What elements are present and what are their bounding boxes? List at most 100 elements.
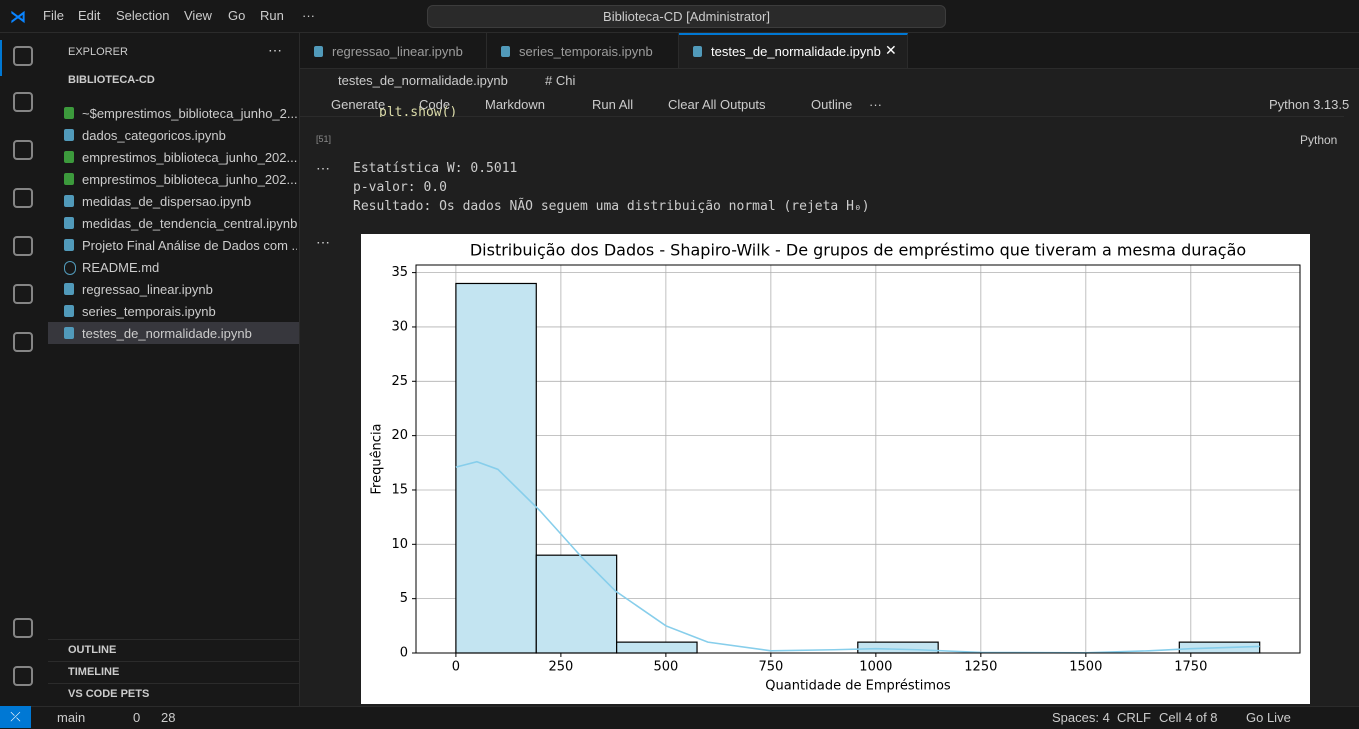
breadcrumb-item[interactable]: testes_de_normalidade.ipynb xyxy=(338,73,508,88)
file-icon xyxy=(64,327,74,339)
status-item[interactable]: CRLF xyxy=(1117,710,1151,725)
activity-icon[interactable] xyxy=(13,188,33,208)
menu-item[interactable]: Go xyxy=(228,8,246,23)
close-button[interactable]: ✕ xyxy=(885,42,897,58)
toolbar-button[interactable]: Markdown xyxy=(485,97,545,112)
file-name[interactable]: dados_categoricos.ipynb xyxy=(82,128,226,143)
y-tick-label: 30 xyxy=(391,319,408,334)
file-name[interactable]: testes_de_normalidade.ipynb xyxy=(82,326,252,341)
section-header[interactable]: VS CODE PETS xyxy=(68,688,150,700)
activity-icon[interactable] xyxy=(13,332,33,352)
tab-icon xyxy=(693,46,702,57)
error-count[interactable]: 0 xyxy=(133,710,141,725)
file-icon xyxy=(64,305,74,317)
kernel-picker[interactable]: Python 3.13.5 xyxy=(1269,97,1350,112)
breadcrumb-item[interactable]: # Chi xyxy=(545,73,576,88)
warning-count[interactable]: 28 xyxy=(161,710,176,725)
section-header[interactable]: TIMELINE xyxy=(68,666,120,678)
tab[interactable] xyxy=(679,33,908,68)
toolbar-button[interactable]: Code xyxy=(419,97,451,112)
activity-icon[interactable] xyxy=(13,618,33,638)
activity-icon[interactable] xyxy=(13,46,33,66)
file-name[interactable]: medidas_de_tendencia_central.ipynb xyxy=(82,216,297,231)
tab[interactable] xyxy=(487,33,679,68)
command-center[interactable] xyxy=(427,5,946,28)
toolbar-button[interactable]: ··· xyxy=(869,97,882,112)
menu-item[interactable]: File xyxy=(43,8,64,23)
window-title[interactable]: Biblioteca-CD [Administrator] xyxy=(603,9,770,24)
menu-item[interactable]: View xyxy=(184,8,212,23)
x-tick-label: 500 xyxy=(653,660,678,675)
sidebar xyxy=(48,33,300,706)
y-tick-label: 10 xyxy=(391,537,408,552)
y-tick-label: 0 xyxy=(400,646,408,661)
activity-icon[interactable] xyxy=(13,140,33,160)
x-tick-label: 750 xyxy=(758,660,783,675)
x-tick-label: 1250 xyxy=(964,660,997,675)
menu-item[interactable]: Edit xyxy=(78,8,101,23)
x-tick-label: 1750 xyxy=(1174,660,1207,675)
active-indicator xyxy=(0,40,2,76)
y-tick-label: 20 xyxy=(391,428,408,443)
toolbar-button[interactable]: Run All xyxy=(592,97,634,112)
exec-count: [51] xyxy=(316,134,332,144)
file-icon xyxy=(64,261,76,275)
output-more[interactable]: ⋯ xyxy=(316,234,330,250)
file-name[interactable]: series_temporais.ipynb xyxy=(82,304,216,319)
x-tick-label: 1500 xyxy=(1069,660,1102,675)
status-item[interactable]: Spaces: 4 xyxy=(1052,710,1110,725)
plot-frame xyxy=(415,264,1301,654)
file-name[interactable]: emprestimos_biblioteca_junho_202... xyxy=(82,172,297,187)
file-name[interactable]: emprestimos_biblioteca_junho_202... xyxy=(82,150,297,165)
tab-icon xyxy=(314,46,323,57)
activity-icon[interactable] xyxy=(13,92,33,112)
file-name[interactable]: README.md xyxy=(82,260,160,275)
activity-icon[interactable] xyxy=(13,284,33,304)
file-icon xyxy=(64,283,74,295)
output-more[interactable]: ⋯ xyxy=(316,160,330,176)
cell-language[interactable]: Python xyxy=(1300,133,1338,147)
tab-label[interactable]: regressao_linear.ipynb xyxy=(332,44,463,59)
more-button[interactable]: ⋯ xyxy=(268,42,282,58)
x-tick-label: 250 xyxy=(548,660,573,675)
toolbar-button[interactable]: Generate xyxy=(331,97,386,112)
menu-item[interactable]: ··· xyxy=(302,8,315,23)
toolbar-button[interactable]: Outline xyxy=(811,97,853,112)
remote-button[interactable]: ⤫ xyxy=(0,706,31,728)
file-name[interactable]: ~$emprestimos_biblioteca_junho_2... xyxy=(82,106,297,121)
section-header[interactable]: OUTLINE xyxy=(68,644,117,656)
x-tick-label: 1000 xyxy=(859,660,892,675)
activity-icon[interactable] xyxy=(13,236,33,256)
histogram-bar xyxy=(857,641,939,654)
kde-line xyxy=(455,460,1260,654)
tab-icon xyxy=(501,46,510,57)
histogram-bar xyxy=(535,554,618,654)
menu-item[interactable]: Selection xyxy=(116,8,170,23)
x-axis-label: Quantidade de Empréstimos xyxy=(765,679,951,694)
status-item[interactable]: Cell 4 of 8 xyxy=(1159,710,1218,725)
y-tick-label: 25 xyxy=(391,374,408,389)
branch[interactable]: main xyxy=(57,710,86,725)
tab-label[interactable]: series_temporais.ipynb xyxy=(519,44,653,59)
file-name[interactable]: regressao_linear.ipynb xyxy=(82,282,213,297)
tab-label[interactable]: testes_de_normalidade.ipynb xyxy=(711,44,881,59)
folder-name[interactable]: BIBLIOTECA-CD xyxy=(68,74,155,86)
logo: ⋊ xyxy=(10,9,26,26)
activity-icon[interactable] xyxy=(13,666,33,686)
selected-row xyxy=(48,322,299,344)
file-name[interactable]: Projeto Final Análise de Dados com ... xyxy=(82,238,297,253)
toolbar-button[interactable]: Clear All Outputs xyxy=(668,97,766,112)
status-item[interactable]: Go Live xyxy=(1246,710,1291,725)
file-icon xyxy=(64,129,74,141)
file-icon xyxy=(64,217,74,229)
tab[interactable] xyxy=(300,33,487,68)
file-name[interactable]: medidas_de_dispersao.ipynb xyxy=(82,194,252,209)
scrollbar xyxy=(1320,117,1344,707)
section-divider xyxy=(48,661,299,662)
x-tick-label: 0 xyxy=(452,660,460,675)
output-line: Estatística W: 0.5011 xyxy=(353,161,518,176)
section-divider xyxy=(48,683,299,684)
menu-item[interactable]: Run xyxy=(260,8,284,23)
code-line: plt.show() xyxy=(379,105,458,117)
toolbar-border xyxy=(300,116,1344,117)
